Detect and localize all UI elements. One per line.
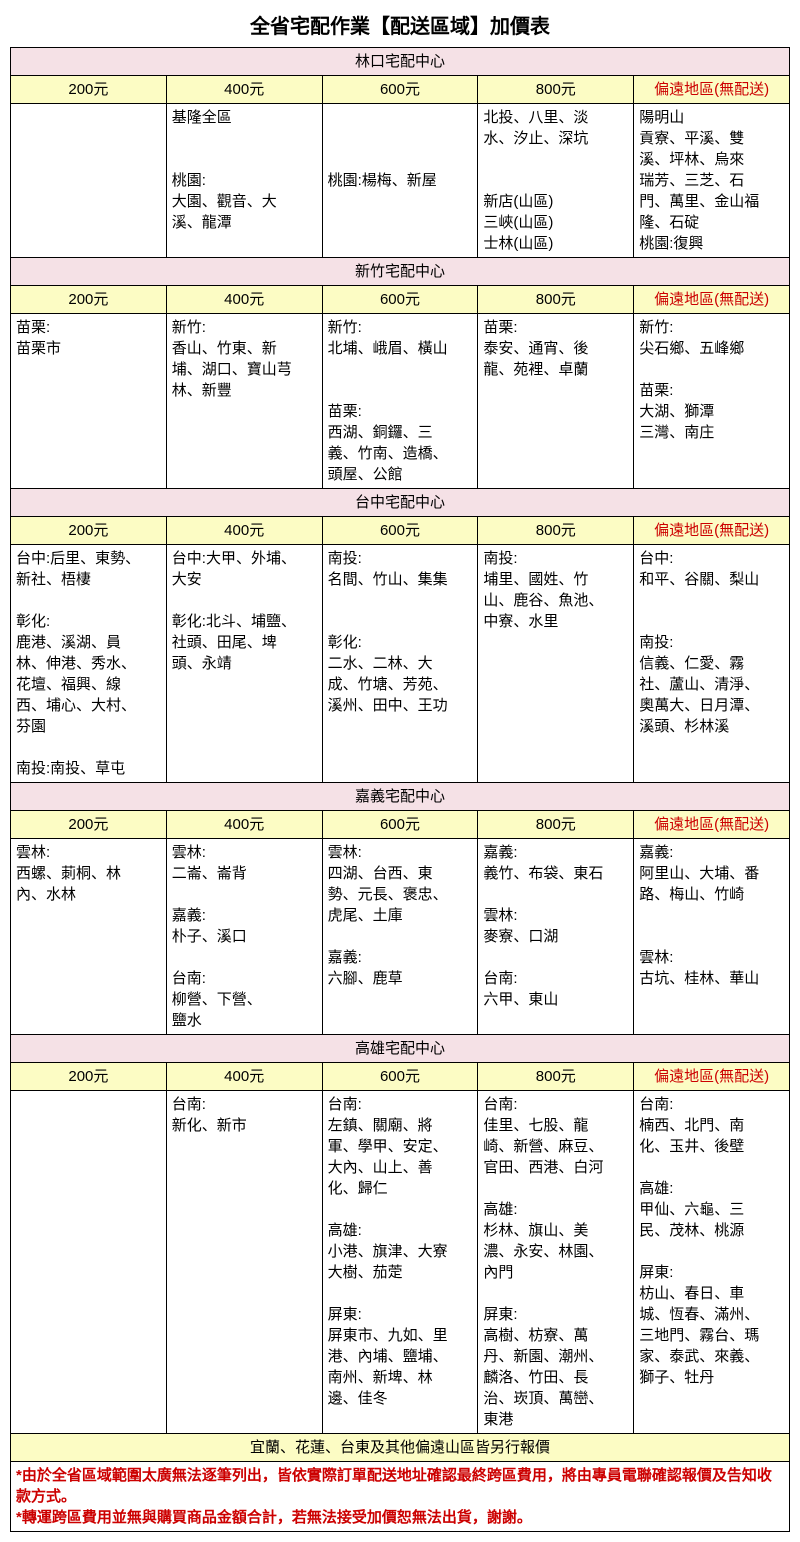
price-col-remote: 偏遠地區(無配送) [634, 517, 790, 545]
cell: 台南: 新化、新市 [166, 1091, 322, 1434]
price-col: 200元 [11, 517, 167, 545]
cell [11, 1091, 167, 1434]
cell: 台中: 和平、谷關、梨山 南投: 信義、仁愛、霧 社、蘆山、清淨、 奧萬大、日月… [634, 545, 790, 783]
price-col: 800元 [478, 811, 634, 839]
center-header: 林口宅配中心 [11, 48, 790, 76]
price-col: 200元 [11, 811, 167, 839]
cell: 南投: 埔里、國姓、竹 山、鹿谷、魚池、 中寮、水里 [478, 545, 634, 783]
price-col-remote: 偏遠地區(無配送) [634, 1063, 790, 1091]
price-col: 800元 [478, 1063, 634, 1091]
footer-note: 宜蘭、花蓮、台東及其他偏遠山區皆另行報價 [11, 1434, 790, 1462]
cell: 基隆全區 桃園: 大園、觀音、大 溪、龍潭 [166, 104, 322, 258]
price-col: 200元 [11, 1063, 167, 1091]
price-col: 600元 [322, 517, 478, 545]
price-col: 600元 [322, 286, 478, 314]
cell: 台南: 左鎮、關廟、將 軍、學甲、安定、 大內、山上、善 化、歸仁 高雄: 小港… [322, 1091, 478, 1434]
cell: 台南: 佳里、七股、龍 崎、新營、麻豆、 官田、西港、白河 高雄: 杉林、旗山、… [478, 1091, 634, 1434]
cell: 雲林: 二崙、崙背 嘉義: 朴子、溪口 台南: 柳營、下營、 鹽水 [166, 839, 322, 1035]
surcharge-table: 林口宅配中心 200元 400元 600元 800元 偏遠地區(無配送) 基隆全… [10, 47, 790, 1532]
center-header: 高雄宅配中心 [11, 1035, 790, 1063]
center-header: 嘉義宅配中心 [11, 783, 790, 811]
cell: 陽明山 貢寮、平溪、雙 溪、坪林、烏來 瑞芳、三芝、石 門、萬里、金山福 隆、石… [634, 104, 790, 258]
price-col: 200元 [11, 286, 167, 314]
cell: 台中:后里、東勢、 新社、梧棲 彰化: 鹿港、溪湖、員 林、伸港、秀水、 花壇、… [11, 545, 167, 783]
cell: 南投: 名間、竹山、集集 彰化: 二水、二林、大 成、竹塘、芳苑、 溪州、田中、… [322, 545, 478, 783]
center-header: 台中宅配中心 [11, 489, 790, 517]
price-col: 800元 [478, 286, 634, 314]
price-col-remote: 偏遠地區(無配送) [634, 286, 790, 314]
price-col: 400元 [166, 517, 322, 545]
cell: 台南: 楠西、北門、南 化、玉井、後壁 高雄: 甲仙、六龜、三 民、茂林、桃源 … [634, 1091, 790, 1434]
price-col: 400元 [166, 76, 322, 104]
price-col: 600元 [322, 76, 478, 104]
price-col: 600元 [322, 1063, 478, 1091]
cell [11, 104, 167, 258]
cell: 北投、八里、淡 水、汐止、深坑 新店(山區) 三峽(山區) 士林(山區) [478, 104, 634, 258]
cell: 新竹: 尖石鄉、五峰鄉 苗栗: 大湖、獅潭 三灣、南庄 [634, 314, 790, 489]
price-col: 400元 [166, 1063, 322, 1091]
center-header: 新竹宅配中心 [11, 258, 790, 286]
cell: 雲林: 四湖、台西、東 勢、元長、褒忠、 虎尾、土庫 嘉義: 六腳、鹿草 [322, 839, 478, 1035]
cell: 雲林: 西螺、莿桐、林 內、水林 [11, 839, 167, 1035]
price-col: 200元 [11, 76, 167, 104]
cell: 桃園:楊梅、新屋 [322, 104, 478, 258]
price-col: 800元 [478, 76, 634, 104]
price-col: 400元 [166, 811, 322, 839]
cell: 台中:大甲、外埔、 大安 彰化:北斗、埔鹽、 社頭、田尾、埤 頭、永靖 [166, 545, 322, 783]
warning-text: *由於全省區域範圍太廣無法逐筆列出，皆依實際訂單配送地址確認最終跨區費用，將由專… [11, 1462, 790, 1532]
cell: 苗栗: 苗栗市 [11, 314, 167, 489]
page-title: 全省宅配作業【配送區域】加價表 [10, 10, 790, 39]
cell: 新竹: 香山、竹東、新 埔、湖口、寶山芎 林、新豐 [166, 314, 322, 489]
price-col-remote: 偏遠地區(無配送) [634, 811, 790, 839]
price-col: 600元 [322, 811, 478, 839]
cell: 嘉義: 義竹、布袋、東石 雲林: 麥寮、口湖 台南: 六甲、東山 [478, 839, 634, 1035]
price-col: 800元 [478, 517, 634, 545]
price-col-remote: 偏遠地區(無配送) [634, 76, 790, 104]
cell: 嘉義: 阿里山、大埔、番 路、梅山、竹崎 雲林: 古坑、桂林、華山 [634, 839, 790, 1035]
cell: 新竹: 北埔、峨眉、橫山 苗栗: 西湖、銅鑼、三 義、竹南、造橋、 頭屋、公館 [322, 314, 478, 489]
cell: 苗栗: 泰安、通宵、後 龍、苑裡、卓蘭 [478, 314, 634, 489]
price-col: 400元 [166, 286, 322, 314]
